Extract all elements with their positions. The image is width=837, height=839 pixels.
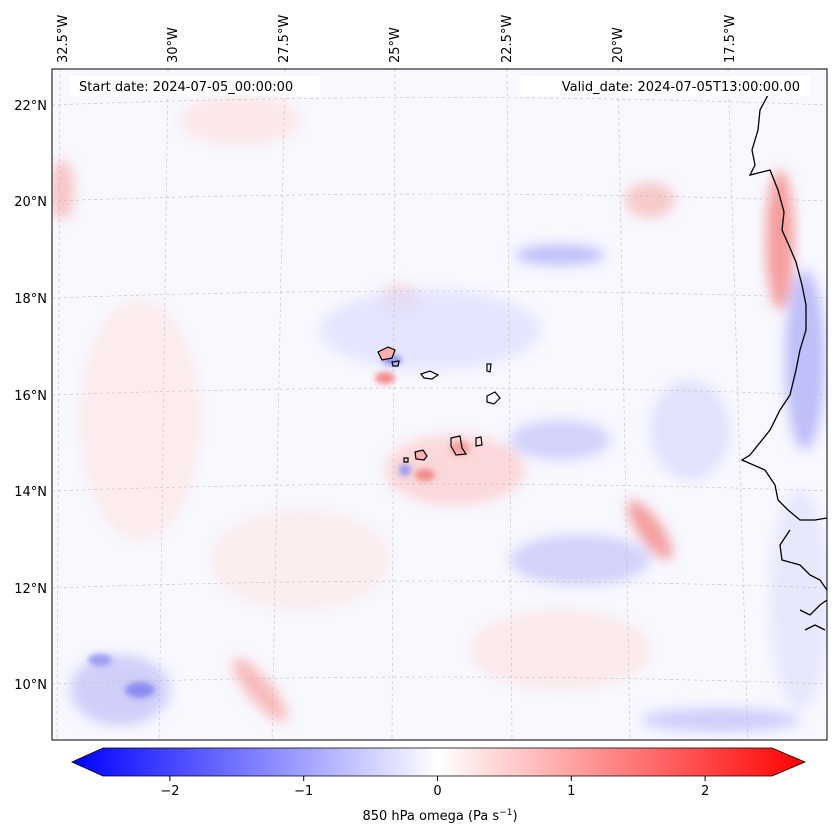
- map-panel: [52, 69, 827, 740]
- map-frame: [51, 68, 828, 741]
- valid-date-box: [520, 76, 810, 96]
- latitude-labels: 22°N 20°N 18°N 16°N 14°N 12°N 10°N: [14, 99, 47, 693]
- omega-field: [52, 95, 827, 732]
- lat-label: 18°N: [14, 292, 47, 307]
- colorbar-tick-label: 1: [567, 784, 575, 799]
- lat-label: 22°N: [14, 99, 47, 114]
- colorbar-tick-label: −1: [294, 784, 313, 799]
- lon-label: 17.5°W: [723, 15, 738, 63]
- lat-label: 20°N: [14, 195, 47, 210]
- lat-label: 16°N: [14, 389, 47, 404]
- valid-date-label: Valid_date: 2024-07-05T13:00:00.00: [562, 80, 800, 95]
- lon-label: 30°W: [166, 27, 181, 63]
- start-date-box: [70, 76, 320, 96]
- lon-label: 32.5°W: [56, 15, 71, 63]
- start-date-label: Start date: 2024-07-05_00:00:00: [79, 80, 293, 95]
- longitude-labels: 32.5°W 30°W 27.5°W 25°W 22.5°W 20°W 17.5…: [56, 15, 738, 63]
- africa-coastline: [740, 94, 827, 631]
- cape-verde-islands: [377, 346, 501, 463]
- colorbar-tick-label: 2: [701, 784, 709, 799]
- gridlines: [52, 69, 827, 740]
- lat-label: 12°N: [14, 582, 47, 597]
- colorbar-scale: [71, 747, 807, 777]
- colorbar: −2 −1 0 1 2 850 hPa omega (Pa s−1): [71, 747, 807, 824]
- colorbar-tick-label: 0: [433, 784, 441, 799]
- lat-label: 14°N: [14, 485, 47, 500]
- lon-label: 22.5°W: [500, 15, 515, 63]
- lon-label: 27.5°W: [277, 15, 292, 63]
- colorbar-title: 850 hPa omega (Pa s−1): [362, 808, 517, 824]
- lon-label: 20°W: [611, 27, 626, 63]
- lat-label: 10°N: [14, 678, 47, 693]
- lon-label: 25°W: [388, 27, 403, 63]
- colorbar-tick-label: −2: [160, 784, 179, 799]
- colorbar-ticks: −2 −1 0 1 2: [160, 776, 709, 799]
